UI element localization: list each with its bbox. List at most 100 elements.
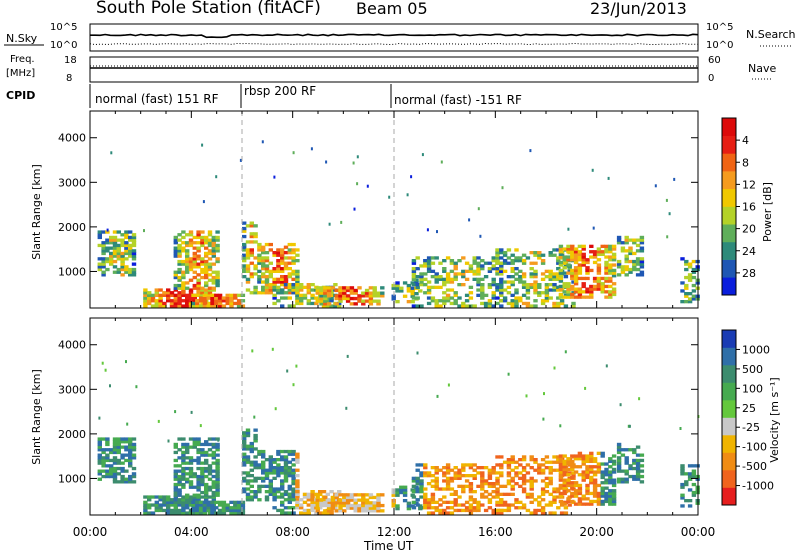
data-cell-314 — [200, 238, 205, 242]
data-cell-81 — [124, 233, 129, 237]
data-cell-959 — [480, 277, 485, 281]
data-cell-1362 — [596, 499, 602, 504]
data-cell-1009 — [495, 253, 500, 257]
data-cell-48 — [112, 230, 118, 234]
data-cell-524 — [264, 471, 270, 475]
data-cell-1142 — [548, 277, 553, 281]
data-cell-342 — [207, 241, 213, 245]
data-cell-417 — [225, 506, 230, 510]
data-cell-749 — [345, 503, 351, 508]
data-cell-979 — [491, 291, 496, 295]
data-cell-518 — [264, 498, 270, 502]
data-cell-1194 — [556, 506, 561, 510]
data-cell-1360 — [604, 244, 609, 248]
data-cell-1398 — [620, 265, 626, 269]
data-cell-270 — [188, 259, 194, 264]
data-cell-1183 — [548, 466, 553, 470]
data-cell-343 — [211, 493, 216, 497]
data-cell-624 — [272, 495, 277, 499]
data-cell-1263 — [562, 459, 567, 463]
data-cell-255 — [185, 267, 190, 272]
data-cell-886 — [445, 280, 451, 284]
data-cell-1086 — [510, 487, 515, 491]
data-cell-658 — [302, 508, 308, 513]
data-cell-1470 — [691, 275, 697, 280]
data-cell-25 — [105, 241, 110, 245]
data-cell-390 — [202, 511, 208, 515]
data-cell-1450 — [628, 466, 633, 471]
data-cell-164 — [181, 508, 186, 513]
data-cell-1019 — [487, 492, 493, 496]
data-cell-584 — [283, 449, 289, 454]
data-cell-942 — [476, 288, 481, 292]
data-cell-477 — [249, 468, 254, 472]
data-cell-78 — [124, 477, 129, 481]
data-cell-643 — [291, 506, 296, 510]
data-cell-946 — [476, 272, 481, 276]
data-cell-900 — [434, 466, 439, 470]
data-cell-923 — [464, 293, 470, 297]
data-cell-328 — [204, 453, 209, 457]
data-cell-1306 — [585, 266, 590, 270]
data-cell-1283 — [570, 467, 575, 472]
data-cell-502 — [257, 476, 262, 480]
data-cell-742 — [342, 509, 347, 513]
data-cell-755 — [361, 291, 366, 295]
data-cell-1340 — [600, 287, 605, 291]
data-cell-981 — [491, 280, 496, 284]
data-cell-27 — [105, 453, 110, 457]
data-cell-373 — [215, 230, 220, 234]
data-cell-1044 — [510, 304, 515, 308]
data-cell-1513 — [104, 368, 107, 372]
data-cell-1336 — [589, 499, 594, 504]
data-cell-866 — [423, 492, 428, 496]
data-cell-802 — [414, 292, 419, 296]
data-cell-639 — [287, 500, 292, 504]
data-cell-1108 — [533, 280, 538, 284]
data-cell-1440 — [620, 448, 626, 452]
data-cell-275 — [188, 461, 194, 465]
data-cell-1156 — [540, 506, 546, 510]
data-cell-1029 — [491, 490, 496, 494]
data-cell-1108 — [518, 458, 523, 462]
data-cell-71 — [120, 461, 125, 465]
data-cell-1199 — [556, 460, 561, 464]
nave-tick-high: 60 — [708, 55, 721, 66]
data-cell-1443 — [624, 472, 629, 476]
data-cell-1418 — [628, 238, 633, 242]
data-cell-840 — [411, 479, 417, 483]
data-cell-1380 — [600, 473, 605, 477]
data-cell-341 — [207, 442, 213, 447]
data-cell-985 — [472, 500, 477, 504]
data-cell-1441 — [639, 246, 645, 250]
data-cell-987 — [472, 490, 477, 494]
data-cell-971 — [468, 508, 474, 513]
data-cell-620 — [287, 304, 292, 308]
data-cell-1198 — [556, 468, 561, 472]
data-cell-1298 — [577, 502, 583, 506]
data-cell-1297 — [581, 252, 586, 256]
data-cell-1039 — [506, 280, 512, 284]
data-cell-1135 — [544, 285, 550, 289]
data-cell-410 — [217, 500, 223, 504]
data-cell-842 — [426, 285, 432, 289]
data-cell-1297 — [573, 454, 579, 458]
data-cell-58 — [116, 461, 121, 465]
data-cell-577 — [287, 256, 292, 260]
y-tick-label-0: 1000 — [58, 265, 86, 278]
data-cell-156 — [173, 498, 178, 502]
data-cell-1290 — [581, 284, 586, 289]
data-cell-64 — [116, 440, 121, 444]
data-cell-1347 — [604, 295, 609, 299]
data-cell-388 — [198, 503, 204, 507]
data-cell-285 — [192, 445, 197, 449]
data-cell-1210 — [558, 279, 564, 283]
data-cell-973 — [487, 269, 493, 273]
data-cell-1436 — [620, 480, 626, 484]
data-cell-1106 — [533, 285, 538, 289]
data-cell-880 — [430, 511, 436, 515]
data-cell-443 — [242, 463, 247, 467]
data-cell-770 — [372, 286, 377, 290]
data-cell-887 — [430, 479, 436, 483]
data-cell-1216 — [558, 260, 564, 265]
